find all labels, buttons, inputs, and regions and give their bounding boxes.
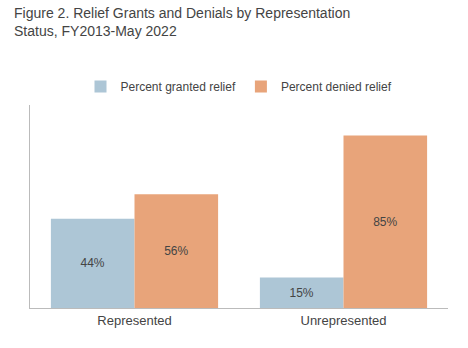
svg-text:Represented: Represented xyxy=(97,313,171,328)
svg-text:Percent denied relief: Percent denied relief xyxy=(281,80,392,94)
svg-text:85%: 85% xyxy=(373,215,397,229)
svg-text:Percent granted relief: Percent granted relief xyxy=(121,80,236,94)
svg-text:44%: 44% xyxy=(81,256,105,270)
svg-text:Unrepresented: Unrepresented xyxy=(301,313,387,328)
svg-text:56%: 56% xyxy=(164,244,188,258)
svg-text:15%: 15% xyxy=(290,286,314,300)
svg-text:Figure 2. Relief Grants and De: Figure 2. Relief Grants and Denials by R… xyxy=(14,5,350,39)
